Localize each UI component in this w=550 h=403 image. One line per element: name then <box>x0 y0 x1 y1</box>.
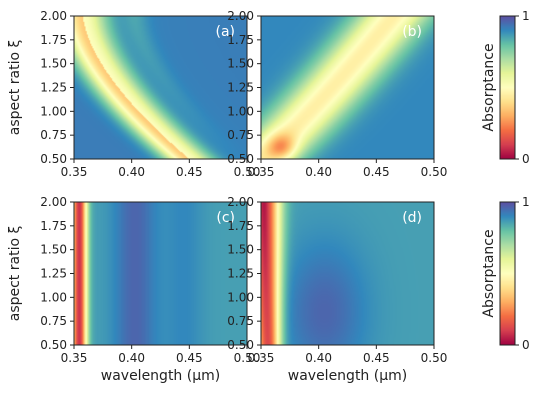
x-tick-label: 0.40 <box>118 351 145 365</box>
x-tick-label: 0.40 <box>118 165 145 179</box>
y-tick-label: 0.50 <box>40 338 67 352</box>
x-tick-label: 0.35 <box>248 165 275 179</box>
x-tick-label: 0.35 <box>61 351 88 365</box>
y-tick-label: 0.75 <box>227 314 254 328</box>
y-tick-label: 2.00 <box>227 195 254 209</box>
y-tick-label: 2.00 <box>227 9 254 23</box>
y-tick-label: 1.00 <box>40 104 67 118</box>
y-tick-label: 0.50 <box>227 338 254 352</box>
x-tick-label: 0.50 <box>421 165 448 179</box>
heatmap-image <box>74 202 247 345</box>
x-tick-label: 0.45 <box>176 351 203 365</box>
y-tick-label: 1.25 <box>40 81 67 95</box>
panel-c: 0.35 0.40 0.45 0.500.500.751.001.251.501.75… <box>7 195 260 384</box>
heatmap-image <box>74 16 247 159</box>
y-axis-label: aspect ratio ξ <box>7 40 23 136</box>
x-tick-label: 0.50 <box>234 351 261 365</box>
y-tick-label: 1.25 <box>40 267 67 281</box>
colorbar-frame <box>499 15 516 160</box>
colorbar-2: 0 1 Absorptance <box>481 195 530 352</box>
panel-label: (c) <box>216 210 235 226</box>
y-tick-label: 1.00 <box>227 290 254 304</box>
y-axis-label: aspect ratio ξ <box>7 226 23 322</box>
y-tick-label: 1.25 <box>227 267 254 281</box>
y-tick-label: 0.50 <box>40 152 67 166</box>
colorbar-gradient <box>500 16 515 159</box>
y-tick-label: 1.50 <box>40 243 67 257</box>
colorbar-label: Absorptance <box>481 43 497 131</box>
x-tick-label: 0.45 <box>363 351 390 365</box>
x-tick-label: 0.35 <box>248 351 275 365</box>
y-tick-label: 1.00 <box>227 104 254 118</box>
x-tick-label: 0.35 <box>61 165 88 179</box>
colorbar-label: Absorptance <box>481 229 497 317</box>
x-tick-label: 0.45 <box>363 165 390 179</box>
y-tick-label: 1.50 <box>227 57 254 71</box>
heatmap-image <box>261 202 434 345</box>
x-tick-label: 0.40 <box>305 351 332 365</box>
y-tick-label: 2.00 <box>40 195 67 209</box>
panel-a: 0.35 0.40 0.45 0.500.500.751.001.251.501.75… <box>7 9 260 179</box>
x-axis-label: wavelength (μm) <box>101 368 220 384</box>
colorbar-1: 0 1 Absorptance <box>481 9 530 166</box>
x-tick-label: 0.40 <box>305 165 332 179</box>
colorbar-frame <box>499 201 516 346</box>
y-tick-label: 0.75 <box>40 128 67 142</box>
x-axis-label: wavelength (μm) <box>288 368 407 384</box>
colorbar-tick-label: 1 <box>522 9 530 23</box>
panel-d: 0.35 0.40 0.45 0.500.500.751.001.251.501.75… <box>227 195 447 384</box>
colorbar-tick-label: 1 <box>522 195 530 209</box>
colorbar-tick-label: 0 <box>522 152 530 166</box>
x-tick-label: 0.50 <box>234 165 261 179</box>
panel-label: (a) <box>215 24 235 40</box>
colorbar-tick-label: 0 <box>522 338 530 352</box>
panel-b: 0.35 0.40 0.45 0.500.500.751.001.251.501.75… <box>227 9 447 179</box>
y-tick-label: 0.50 <box>227 152 254 166</box>
x-tick-label: 0.45 <box>176 165 203 179</box>
y-tick-label: 1.25 <box>227 81 254 95</box>
y-tick-label: 1.75 <box>227 219 254 233</box>
y-tick-label: 1.75 <box>227 33 254 47</box>
heatmap-image <box>261 16 434 159</box>
y-tick-label: 1.00 <box>40 290 67 304</box>
y-tick-label: 2.00 <box>40 9 67 23</box>
y-tick-label: 1.75 <box>40 33 67 47</box>
panel-label: (d) <box>402 210 422 226</box>
y-tick-label: 1.50 <box>40 57 67 71</box>
y-tick-label: 1.50 <box>227 243 254 257</box>
colorbar-gradient <box>500 202 515 345</box>
y-tick-label: 0.75 <box>40 314 67 328</box>
x-tick-label: 0.50 <box>421 351 448 365</box>
y-tick-label: 1.75 <box>40 219 67 233</box>
panel-label: (b) <box>402 24 422 40</box>
y-tick-label: 0.75 <box>227 128 254 142</box>
